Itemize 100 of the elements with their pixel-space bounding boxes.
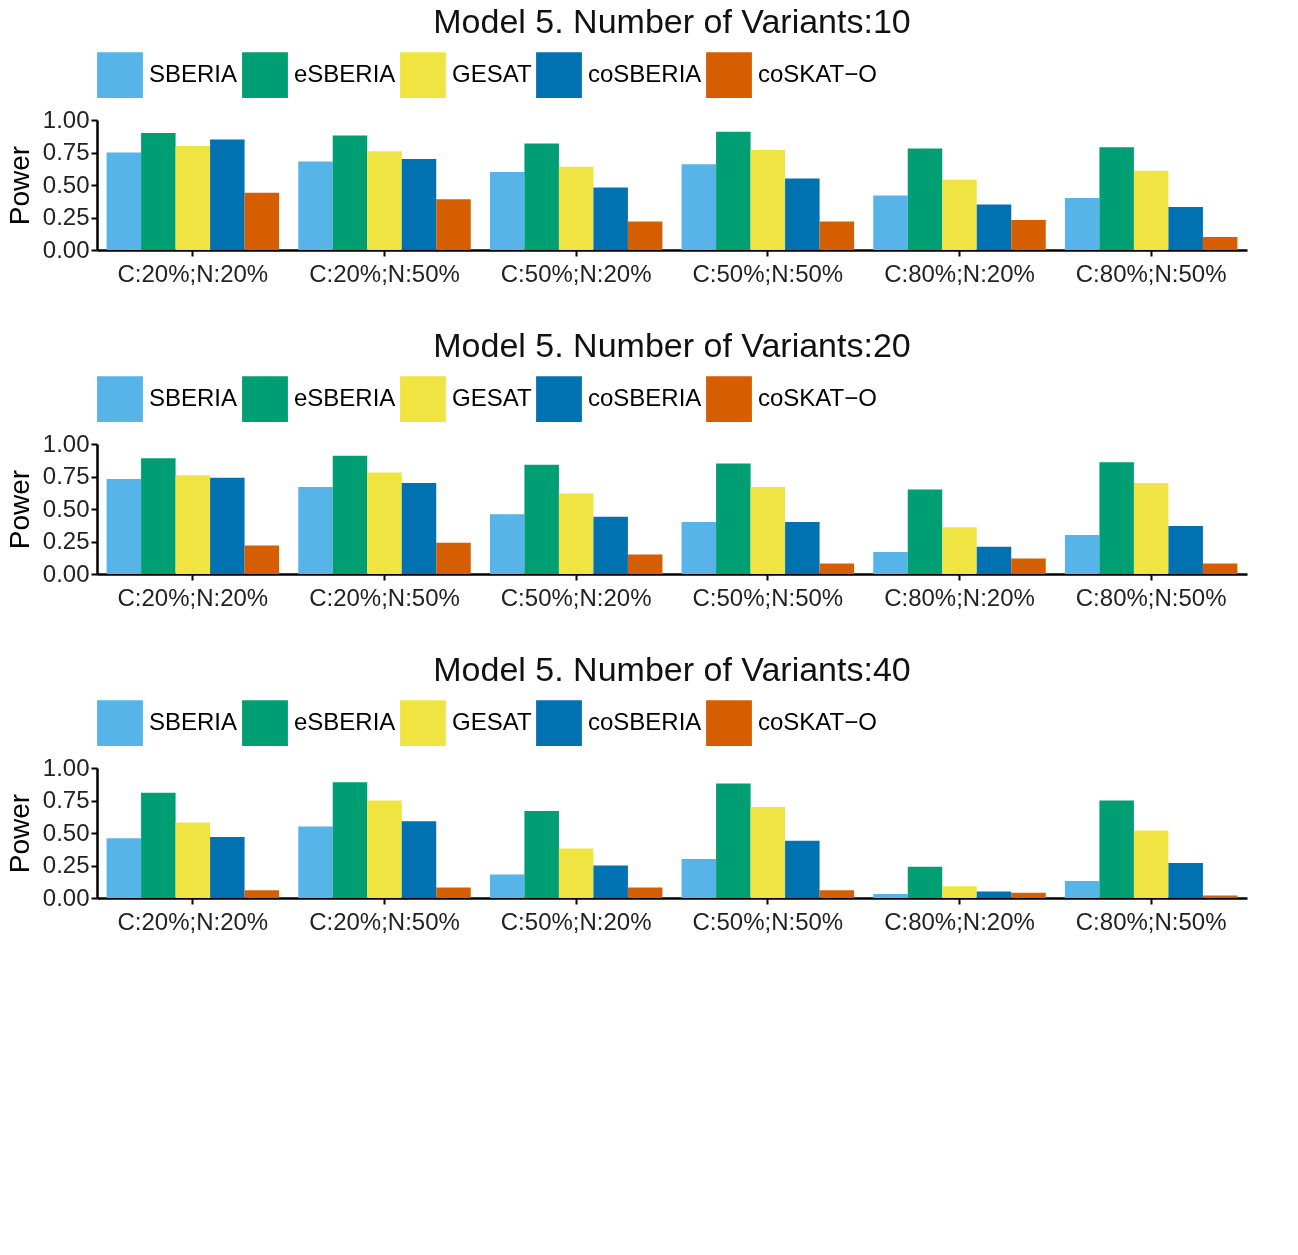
bar: [436, 887, 471, 898]
bar: [976, 204, 1012, 250]
bar: [1202, 563, 1238, 574]
x-tick-label: C:50%;N:20%: [500, 259, 652, 287]
bar: [524, 143, 559, 250]
x-tick-label: C:80%;N:20%: [884, 583, 1035, 611]
legend-label: coSBERIA: [588, 708, 702, 736]
bar: [1099, 462, 1134, 574]
bar: [873, 894, 908, 898]
bar: [1202, 895, 1238, 898]
legend-label: SBERIA: [149, 384, 238, 412]
bar: [976, 546, 1012, 574]
bar: [210, 477, 245, 574]
x-tick-label: C:50%;N:20%: [500, 907, 652, 935]
y-tick-label: 0.00: [42, 235, 90, 263]
bar: [1064, 198, 1100, 250]
bar: [750, 149, 786, 250]
legend-label: SBERIA: [149, 708, 238, 736]
bar: [210, 139, 245, 250]
bar: [593, 516, 628, 574]
bar: [627, 221, 663, 250]
bar: [1202, 237, 1238, 250]
bar: [558, 493, 594, 574]
bar: [627, 887, 663, 898]
bar: [785, 178, 820, 250]
bar: [175, 822, 211, 898]
x-tick-label: C:50%;N:20%: [500, 583, 652, 611]
bar: [367, 472, 402, 574]
x-tick-label: C:50%;N:50%: [692, 259, 844, 287]
bar: [593, 865, 628, 898]
x-tick-label: C:20%;N:50%: [309, 259, 460, 287]
legend-label: coSKAT−O: [758, 384, 877, 412]
legend-label: coSBERIA: [588, 384, 702, 412]
bar: [819, 221, 855, 250]
bar: [401, 821, 437, 898]
bar: [1168, 862, 1203, 898]
x-tick-label: C:20%;N:20%: [117, 583, 269, 611]
y-tick-label: 1.00: [42, 429, 90, 457]
bar: [716, 463, 751, 574]
legend-label: eSBERIA: [294, 384, 396, 412]
y-axis-title: Power: [3, 469, 35, 550]
bar: [1064, 881, 1100, 898]
bar: [873, 195, 908, 250]
x-tick-label: C:20%;N:50%: [309, 583, 460, 611]
y-tick-label: 0.75: [42, 462, 90, 489]
bar: [332, 135, 368, 250]
legend-label: GESAT: [452, 384, 532, 412]
y-tick-label: 0.75: [42, 138, 90, 165]
chart-title: Model 5. Number of Variants:20: [433, 326, 911, 364]
bar: [942, 886, 977, 898]
y-tick-label: 1.00: [42, 105, 90, 133]
bar: [681, 164, 717, 250]
bar: [1064, 535, 1100, 574]
bar: [436, 542, 471, 574]
bar: [175, 475, 211, 574]
bar: [976, 891, 1012, 898]
bar: [750, 486, 786, 574]
bar: [210, 836, 245, 898]
bar: [1099, 147, 1134, 250]
bar: [244, 545, 280, 574]
bar: [489, 874, 525, 898]
bar: [593, 187, 628, 250]
bar: [907, 866, 943, 898]
x-tick-label: C:50%;N:50%: [692, 583, 844, 611]
bar: [716, 131, 751, 250]
bar: [627, 554, 663, 574]
bar: [141, 792, 176, 898]
y-tick-label: 0.00: [42, 559, 90, 587]
x-tick-label: C:80%;N:50%: [1075, 907, 1227, 935]
x-tick-label: C:80%;N:20%: [884, 907, 1035, 935]
bar: [942, 527, 977, 574]
bar: [1168, 207, 1203, 250]
bar: [785, 522, 820, 574]
bar: [106, 838, 142, 898]
bar: [367, 800, 402, 898]
legend-label: coSBERIA: [588, 60, 702, 88]
x-tick-label: C:80%;N:50%: [1075, 259, 1227, 287]
bar: [244, 192, 280, 250]
bar: [942, 179, 977, 250]
y-axis-title: Power: [3, 145, 35, 226]
bar: [873, 551, 908, 574]
bar: [489, 172, 525, 250]
bar: [750, 807, 786, 898]
bar: [244, 890, 280, 898]
bar: [298, 161, 333, 250]
legend-label: SBERIA: [149, 60, 238, 88]
bar: [367, 151, 402, 250]
bar: [1133, 830, 1169, 898]
bar: [907, 489, 943, 574]
bar: [1011, 892, 1046, 898]
bar: [1133, 170, 1169, 250]
bar: [1168, 525, 1203, 574]
bar: [819, 890, 855, 898]
y-tick-label: 0.75: [42, 786, 90, 813]
bar: [141, 458, 176, 574]
bar: [1011, 220, 1046, 250]
x-tick-label: C:20%;N:20%: [117, 259, 269, 287]
x-tick-label: C:20%;N:50%: [309, 907, 460, 935]
x-tick-label: C:80%;N:50%: [1075, 583, 1227, 611]
x-tick-label: C:80%;N:20%: [884, 259, 1035, 287]
